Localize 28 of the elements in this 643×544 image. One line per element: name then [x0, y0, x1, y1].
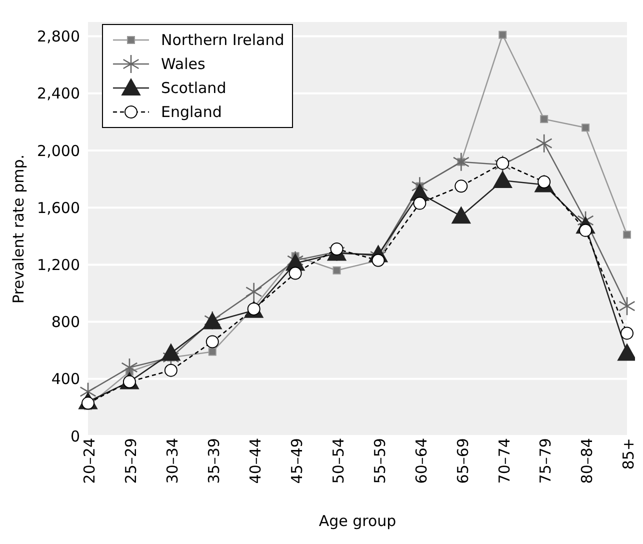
x-axis-title: Age group	[318, 512, 396, 530]
legend-label: Scotland	[161, 79, 226, 97]
y-tick-label: 1,600	[37, 198, 80, 217]
y-tick-label: 800	[51, 313, 80, 332]
x-tick-label: 60–64	[412, 438, 430, 484]
x-tick-label: 70–74	[495, 438, 514, 484]
x-tick-label: 65–69	[454, 438, 472, 484]
x-tick-label: 50–54	[329, 438, 348, 484]
y-tick-label: 400	[51, 370, 80, 388]
x-tick-label: 30–34	[164, 438, 182, 484]
legend-label: Northern Ireland	[161, 31, 284, 49]
x-tick-label: 75–79	[536, 438, 555, 484]
y-tick-label: 2,800	[37, 28, 80, 46]
legend-label: England	[161, 103, 222, 121]
x-tick-label: 80–84	[578, 438, 596, 484]
x-tick-label: 35–39	[205, 438, 224, 484]
x-tick-label: 85+	[620, 438, 638, 470]
y-tick-label: 2,400	[37, 84, 80, 103]
x-tick-label: 55–59	[370, 438, 389, 484]
y-tick-label: 1,200	[37, 256, 80, 274]
y-tick-label: 2,000	[37, 142, 80, 160]
x-tick-label: 20–24	[80, 438, 99, 484]
x-tick-label: 25–29	[122, 438, 140, 484]
x-tick-label: 45–49	[288, 438, 306, 484]
x-tick-label: 40–44	[246, 438, 264, 484]
legend-label: Wales	[161, 55, 206, 73]
y-axis-title: Prevalent rate pmp.	[9, 154, 28, 304]
y-tick-label: 0	[70, 427, 80, 446]
